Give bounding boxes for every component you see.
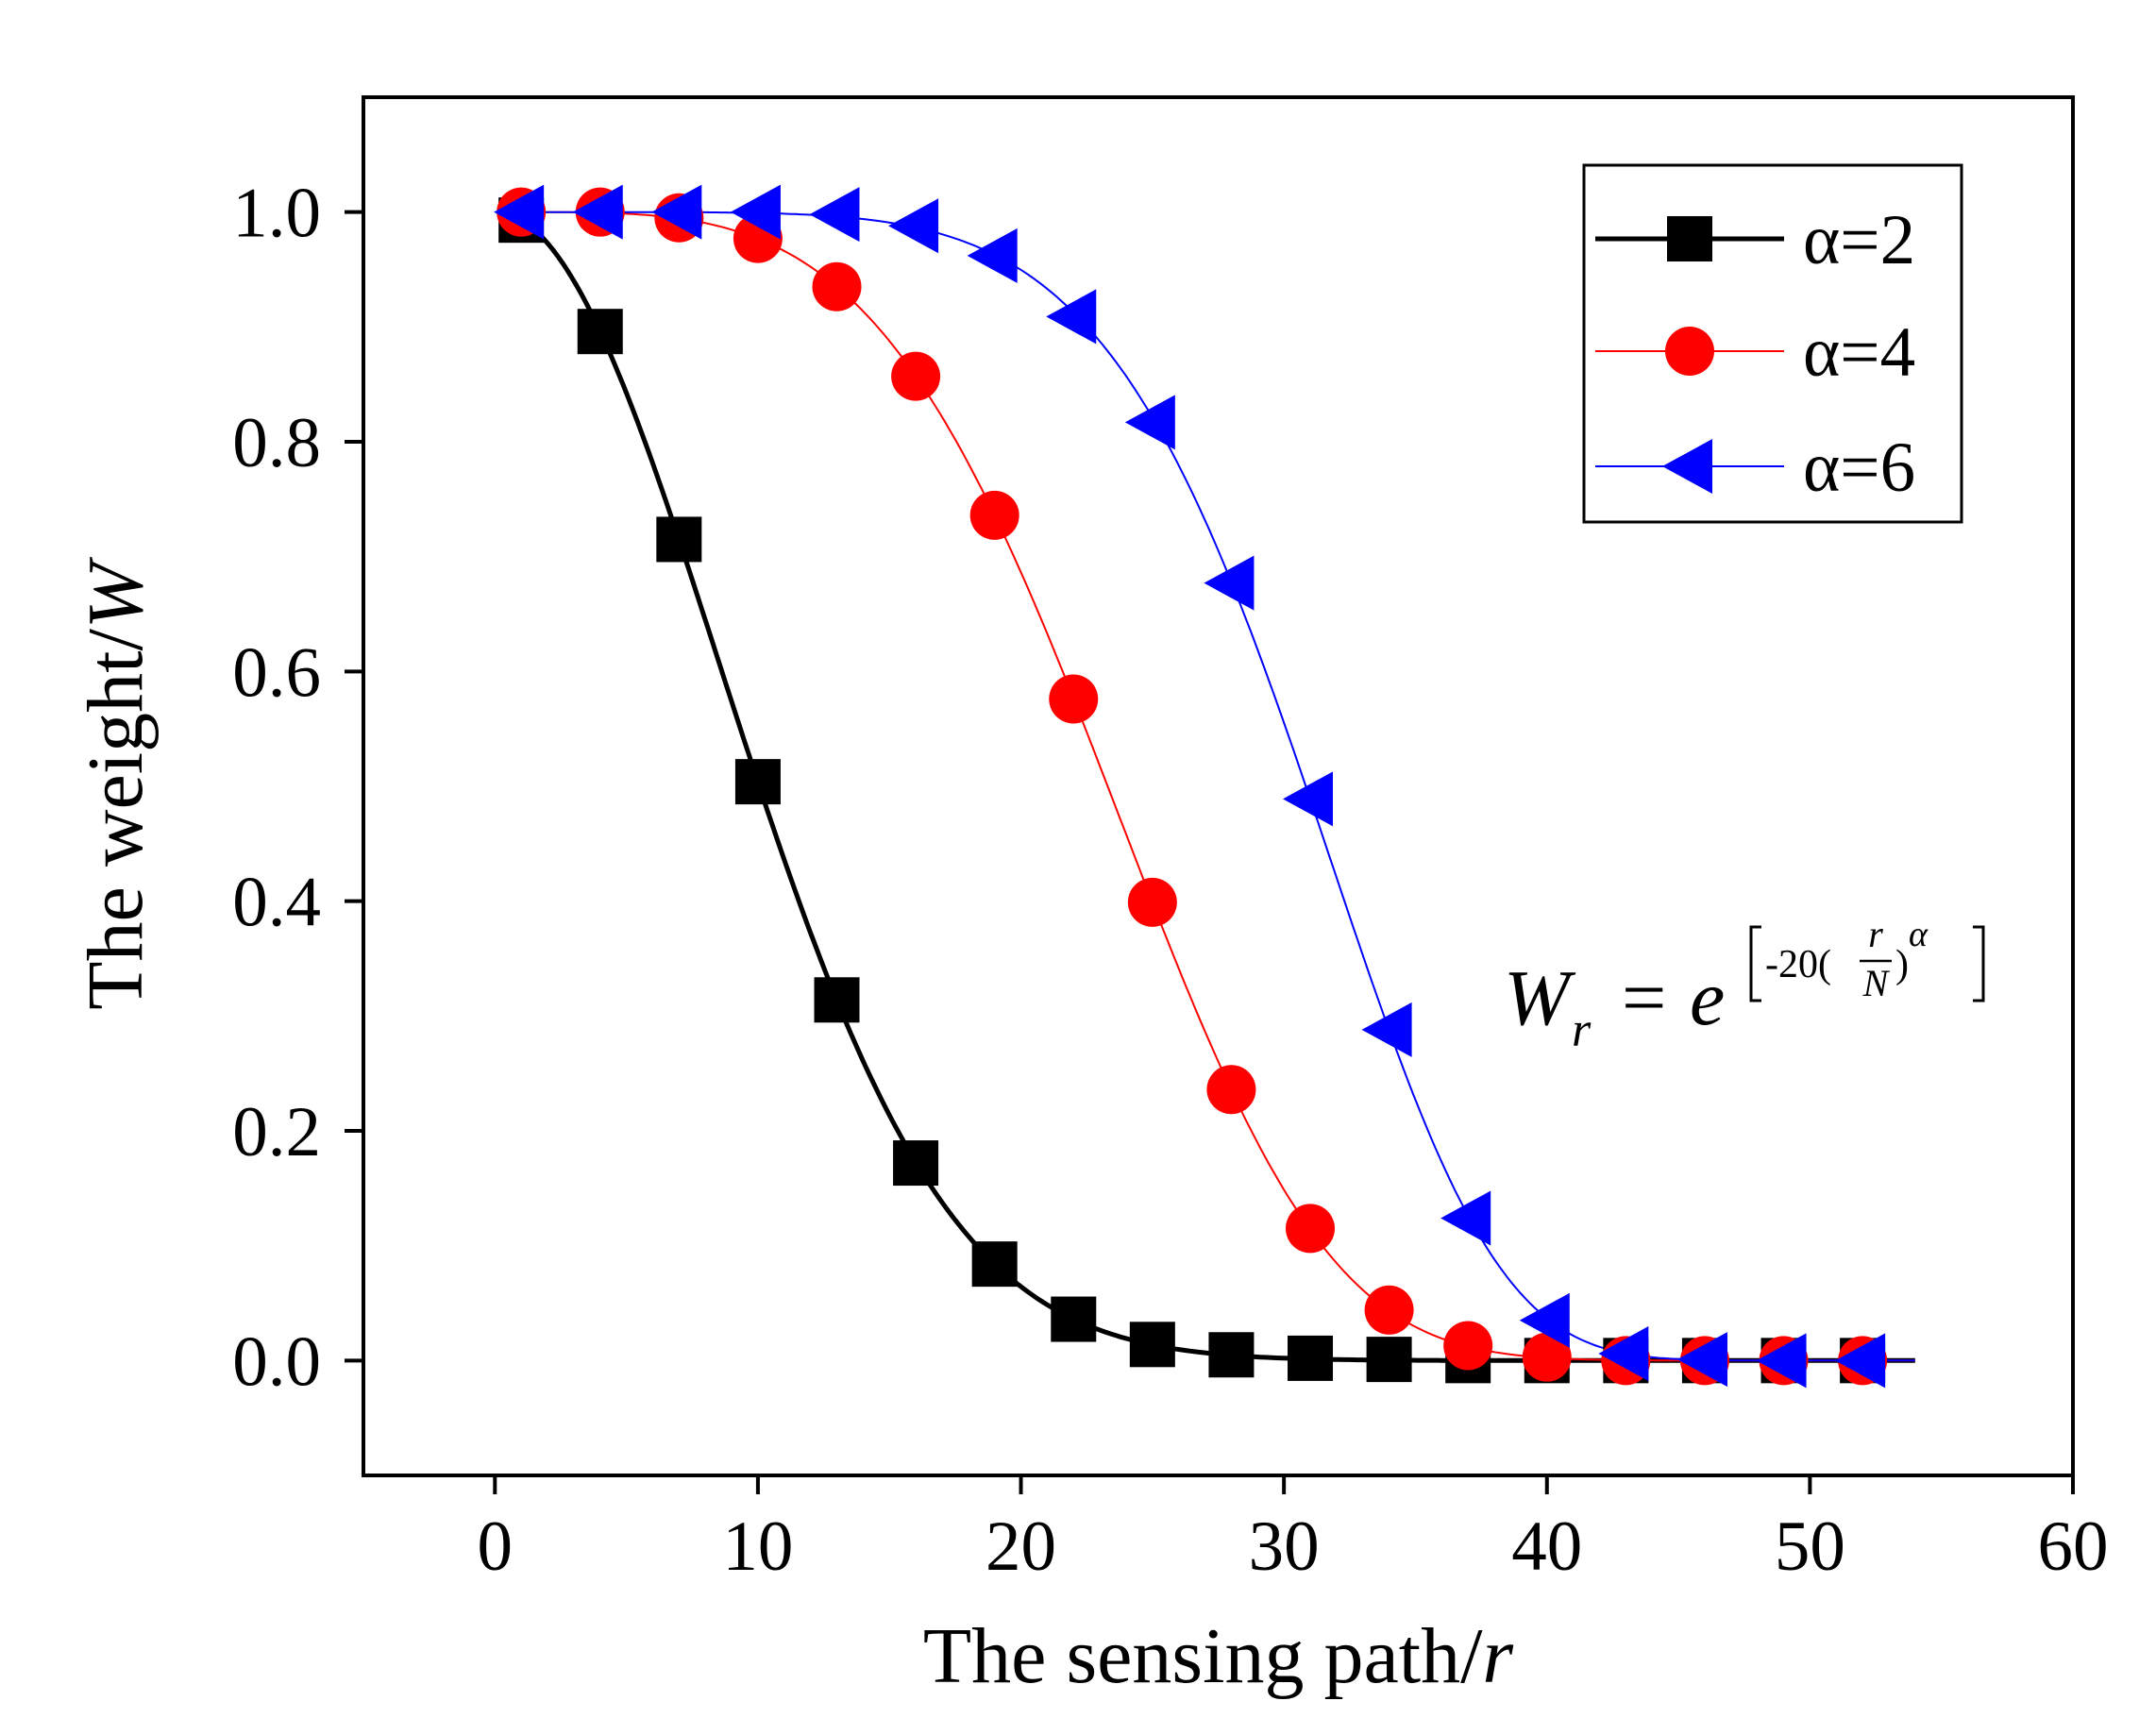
legend-label-alpha-4: α=4 (1803, 313, 1915, 392)
data-point-alpha-4 (1049, 674, 1099, 724)
data-point-alpha-2 (734, 759, 781, 805)
x-axis-title-var: r (1482, 1612, 1513, 1700)
data-point-alpha-4 (1286, 1204, 1336, 1254)
formula-coef: -20( (1765, 943, 1831, 986)
x-tick-label: 10 (722, 1507, 793, 1586)
data-point-alpha-6 (1440, 1190, 1491, 1246)
data-point-alpha-6 (1046, 289, 1097, 345)
data-point-alpha-6 (572, 184, 623, 240)
formula-lhs: W (1504, 954, 1576, 1042)
data-point-alpha-2 (1366, 1337, 1412, 1383)
data-point-alpha-6 (1598, 1326, 1649, 1382)
data-point-alpha-6 (1283, 771, 1334, 827)
x-tick-label: 30 (1249, 1507, 1320, 1586)
data-point-alpha-2 (1208, 1332, 1255, 1378)
formula-annotation: W r = e -20( r N ) α (1504, 913, 1985, 1057)
y-tick-label: 0.4 (232, 864, 321, 942)
legend-marker-alpha-4 (1665, 327, 1714, 376)
ticks-layer: 0 10 20 30 40 50 60 0.0 0.2 0.4 0.6 0.8 1.0 (232, 175, 2108, 1586)
formula-equals: = (1622, 954, 1666, 1042)
data-point-alpha-6 (1835, 1333, 1886, 1389)
formula-frac-den: N (1862, 962, 1891, 1004)
formula-lhs-sub: r (1572, 1003, 1592, 1057)
legend-marker-alpha-2 (1667, 216, 1712, 261)
x-tick-label: 0 (478, 1507, 514, 1586)
formula-frac-num: r (1868, 913, 1883, 955)
formula-left-bracket (1749, 925, 1761, 1002)
data-point-alpha-2 (814, 977, 860, 1023)
data-point-alpha-6 (1204, 555, 1255, 611)
y-axis-title: The weight/W (72, 556, 160, 1010)
formula-base: e (1690, 954, 1725, 1042)
data-point-alpha-6 (494, 184, 545, 240)
legend-label-alpha-6: α=6 (1803, 429, 1915, 507)
data-point-alpha-2 (971, 1241, 1018, 1288)
data-point-alpha-2 (1051, 1296, 1097, 1342)
y-tick-label: 1.0 (232, 175, 321, 253)
data-point-alpha-4 (1127, 877, 1177, 927)
y-tick-label: 0.2 (232, 1093, 321, 1171)
formula-close-paren: ) (1895, 943, 1909, 986)
y-tick-label: 0.8 (232, 404, 321, 482)
legend-box (1582, 163, 1963, 524)
data-point-alpha-6 (809, 187, 860, 243)
data-point-alpha-4 (1206, 1065, 1256, 1115)
plot-frame (362, 95, 2075, 1477)
data-point-alpha-4 (1443, 1321, 1493, 1371)
data-point-alpha-6 (1124, 395, 1175, 450)
data-point-alpha-6 (1361, 1002, 1412, 1057)
x-tick-label: 50 (1775, 1507, 1845, 1586)
markers-layer (494, 184, 1888, 1389)
y-tick-label: 0.6 (232, 633, 321, 712)
formula-right-bracket (1973, 925, 1985, 1002)
data-point-alpha-6 (1519, 1292, 1570, 1348)
x-tick-label: 40 (1511, 1507, 1582, 1586)
data-point-alpha-6 (967, 227, 1018, 283)
x-axis-title: The sensing path/r (923, 1612, 1514, 1700)
data-point-alpha-6 (730, 184, 781, 240)
data-point-alpha-6 (1676, 1332, 1727, 1388)
legend: α=2 α=4 α=6 (1582, 163, 1963, 524)
data-point-alpha-6 (888, 198, 939, 254)
legend-label-alpha-2: α=2 (1803, 201, 1915, 279)
y-tick-label: 0.0 (232, 1322, 321, 1401)
data-point-alpha-2 (1288, 1335, 1334, 1381)
y-axis-title-text: The weight/ (72, 629, 160, 1010)
data-point-alpha-4 (969, 490, 1019, 540)
x-tick-label: 60 (2038, 1507, 2109, 1586)
data-point-alpha-2 (893, 1140, 939, 1187)
legend-marker-alpha-6 (1662, 439, 1712, 494)
formula-exponent: α (1909, 915, 1929, 954)
data-point-alpha-6 (651, 184, 702, 240)
data-point-alpha-4 (812, 261, 862, 312)
y-axis-title-var: W (72, 556, 160, 629)
data-point-alpha-4 (1364, 1285, 1414, 1335)
data-point-alpha-4 (891, 351, 941, 401)
data-point-alpha-4 (1522, 1332, 1572, 1382)
data-point-alpha-2 (1129, 1322, 1175, 1368)
data-point-alpha-2 (656, 516, 702, 563)
data-point-alpha-2 (577, 309, 623, 355)
data-point-alpha-6 (1756, 1333, 1807, 1389)
x-axis-title-text: The sensing path/ (923, 1612, 1483, 1700)
x-tick-label: 20 (985, 1507, 1056, 1586)
